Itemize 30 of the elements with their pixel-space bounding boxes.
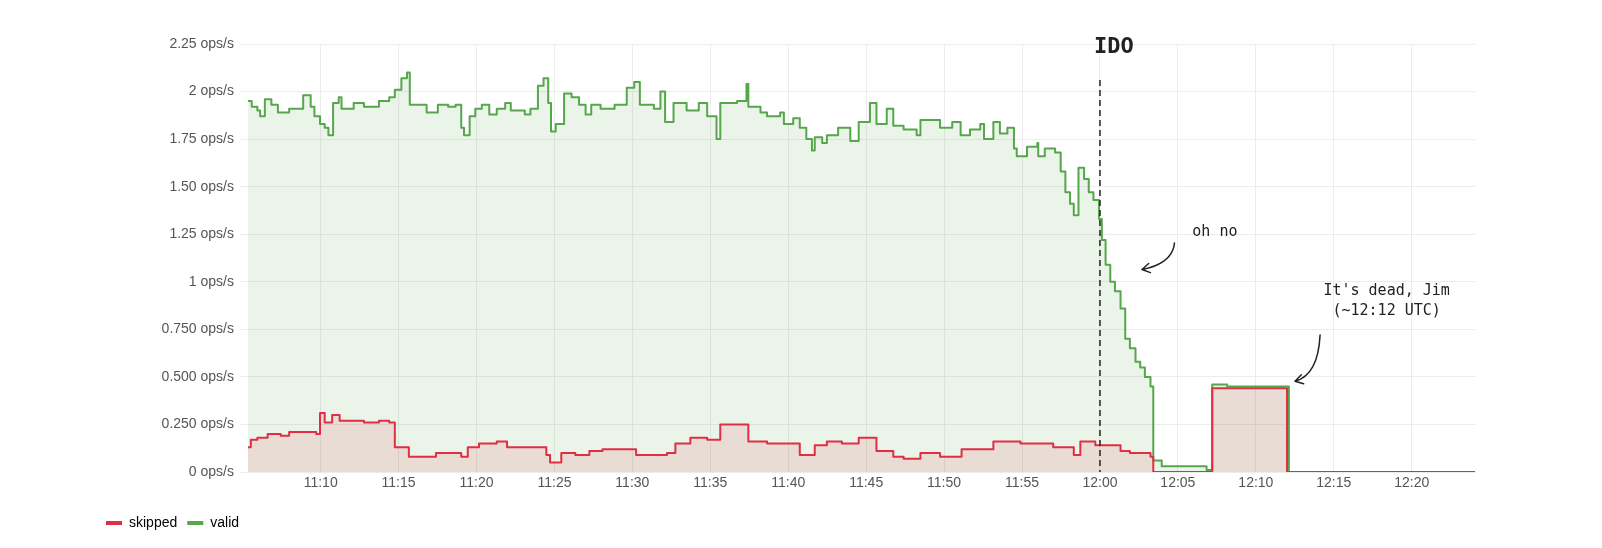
x-tick-label: 11:15: [381, 474, 416, 491]
x-tick-label: 12:00: [1082, 474, 1118, 491]
x-tick-label: 12:20: [1394, 474, 1430, 491]
y-tick-label: 0.250 ops/s: [161, 415, 234, 432]
y-tick-label: 1 ops/s: [188, 272, 234, 289]
y-tick-label: 0.500 ops/s: [161, 367, 234, 384]
y-tick-label: 1.50 ops/s: [169, 177, 234, 194]
x-tick-label: 11:10: [303, 474, 338, 491]
y-tick-label: 1.25 ops/s: [169, 225, 234, 242]
y-tick-label: 0.750 ops/s: [161, 320, 234, 337]
x-tick-label: 11:35: [693, 474, 728, 491]
x-tick-label: 12:15: [1316, 474, 1352, 491]
x-tick-label: 11:25: [537, 474, 572, 491]
x-tick-label: 11:55: [1005, 474, 1040, 491]
legend-label: skipped: [129, 513, 178, 530]
x-tick-label: 11:30: [615, 474, 650, 491]
x-tick-label: 12:10: [1238, 474, 1274, 491]
x-tick-label: 11:20: [459, 474, 494, 491]
legend-label: valid: [210, 513, 240, 530]
y-tick-label: 0 ops/s: [188, 462, 234, 479]
ref-line-label: IDO: [1094, 32, 1134, 58]
x-tick-label: 11:50: [927, 474, 962, 491]
x-tick-label: 11:45: [849, 474, 884, 491]
y-tick-label: 2 ops/s: [188, 82, 234, 99]
annotation: oh no: [1192, 222, 1238, 241]
x-tick-label: 12:05: [1160, 474, 1196, 491]
x-tick-label: 11:40: [771, 474, 806, 491]
annotation: It's dead, Jim (~12:12 UTC): [1323, 280, 1450, 319]
y-tick-label: 1.75 ops/s: [169, 129, 234, 146]
y-tick-label: 2.25 ops/s: [169, 34, 234, 51]
